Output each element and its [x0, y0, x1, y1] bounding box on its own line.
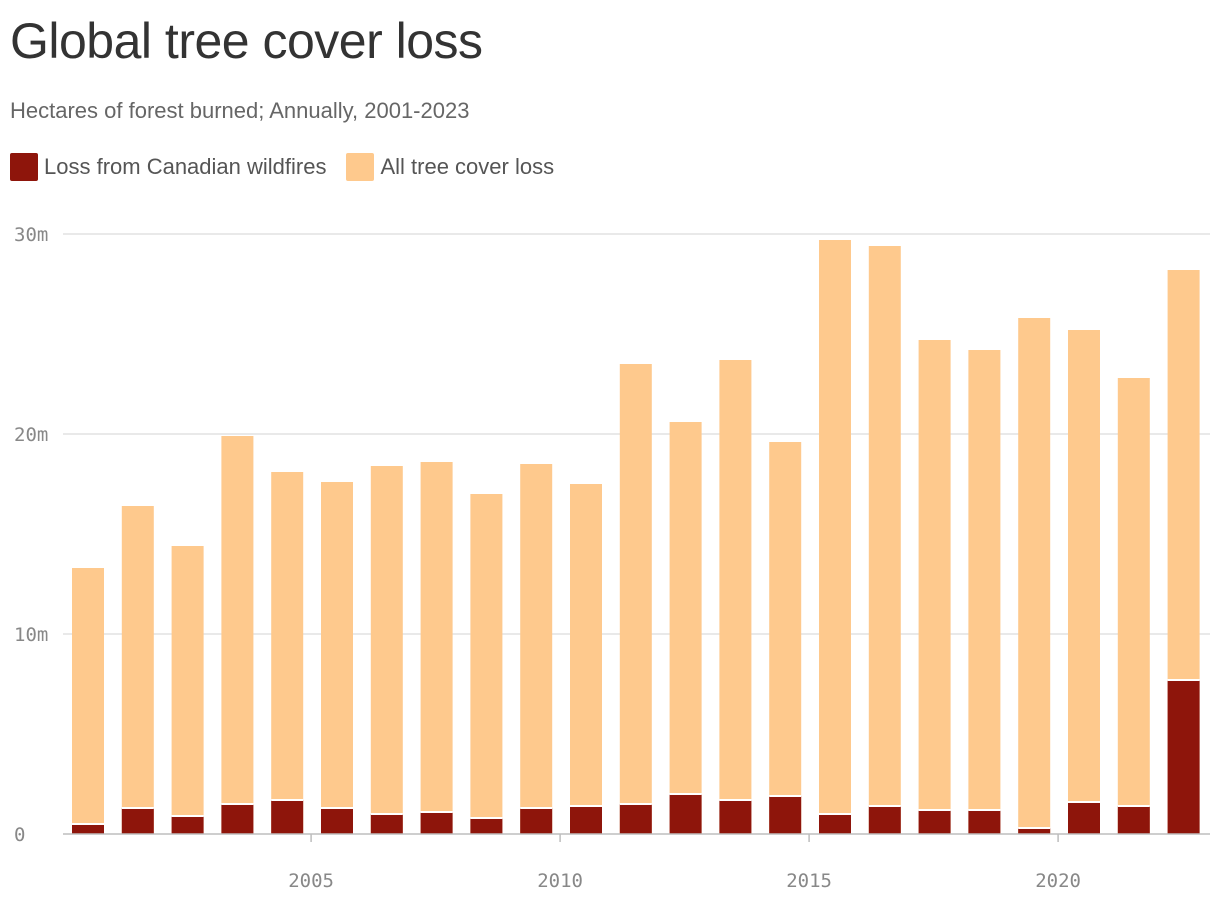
legend: Loss from Canadian wildfires All tree co…	[10, 153, 574, 181]
bar-wildfire-2007	[370, 814, 403, 834]
bar-wildfire-2001	[72, 824, 104, 834]
bar-wildfire-2010	[520, 808, 553, 834]
bar-wildfire-2022	[1117, 806, 1150, 834]
legend-swatch-canadian-wildfires	[10, 153, 38, 181]
bar-total-2006	[321, 482, 353, 834]
chart-subtitle: Hectares of forest burned; Annually, 200…	[10, 98, 470, 123]
bar-wildfire-2020	[1018, 828, 1051, 834]
bar-wildfire-2012	[619, 804, 652, 834]
bar-total-2001	[72, 568, 104, 834]
bar-wildfire-2016	[819, 814, 851, 834]
bar-total-2019	[968, 350, 1001, 834]
bar-wildfire-2004	[221, 804, 254, 834]
bar-wildfire-2014	[719, 800, 752, 834]
x-tick-label-2020: 2020	[1035, 870, 1081, 892]
bar-wildfire-2009	[470, 818, 503, 834]
bar-wildfire-2019	[968, 810, 1001, 834]
bar-wildfire-2006	[321, 808, 353, 834]
bar-total-2018	[918, 340, 951, 834]
bar-wildfire-2017	[868, 806, 901, 834]
bar-wildfire-2008	[420, 812, 453, 834]
legend-item-all-tree-cover-loss: All tree cover loss	[346, 153, 554, 181]
bar-wildfire-2002	[121, 808, 154, 834]
chart-title: Global tree cover loss	[10, 13, 483, 69]
x-tick-label-2005: 2005	[288, 870, 334, 892]
bar-total-2010	[520, 464, 553, 834]
bar-wildfire-2021	[1068, 802, 1100, 834]
bar-wildfire-2003	[171, 816, 204, 834]
bar-total-2021	[1068, 330, 1100, 834]
bar-wildfire-2013	[669, 794, 702, 834]
bar-wildfire-2005	[271, 800, 304, 834]
y-tick-label-0: 0	[14, 824, 25, 846]
legend-label-all-tree-cover-loss: All tree cover loss	[380, 154, 555, 179]
bar-total-2017	[868, 246, 901, 834]
y-tick-label-20m: 20m	[14, 424, 48, 446]
bar-wildfire-2015	[769, 796, 802, 834]
legend-swatch-all-tree-cover-loss	[346, 153, 375, 181]
bar-total-2014	[719, 360, 752, 834]
y-tick-label-30m: 30m	[14, 224, 48, 246]
bar-wildfire-2023	[1167, 680, 1200, 834]
bar-total-2020	[1018, 318, 1051, 834]
bar-total-2011	[570, 484, 602, 834]
bar-wildfire-2018	[918, 810, 951, 834]
bar-total-2003	[171, 546, 204, 834]
bar-total-2004	[221, 436, 254, 834]
x-tick-label-2010: 2010	[537, 870, 583, 892]
bar-total-2013	[669, 422, 702, 834]
legend-label-canadian-wildfires: Loss from Canadian wildfires	[44, 154, 327, 179]
legend-item-canadian-wildfires: Loss from Canadian wildfires	[10, 153, 326, 181]
bar-total-2022	[1117, 378, 1150, 834]
y-tick-label-10m: 10m	[14, 624, 48, 646]
x-tick-label-2015: 2015	[786, 870, 832, 892]
bar-total-2005	[271, 472, 304, 834]
bar-total-2009	[470, 494, 503, 834]
bar-total-2002	[121, 506, 154, 834]
bar-total-2015	[769, 442, 802, 834]
bar-total-2016	[819, 240, 851, 834]
bar-total-2008	[420, 462, 453, 834]
bar-total-2012	[619, 364, 652, 834]
bar-wildfire-2011	[570, 806, 602, 834]
bar-total-2007	[370, 466, 403, 834]
